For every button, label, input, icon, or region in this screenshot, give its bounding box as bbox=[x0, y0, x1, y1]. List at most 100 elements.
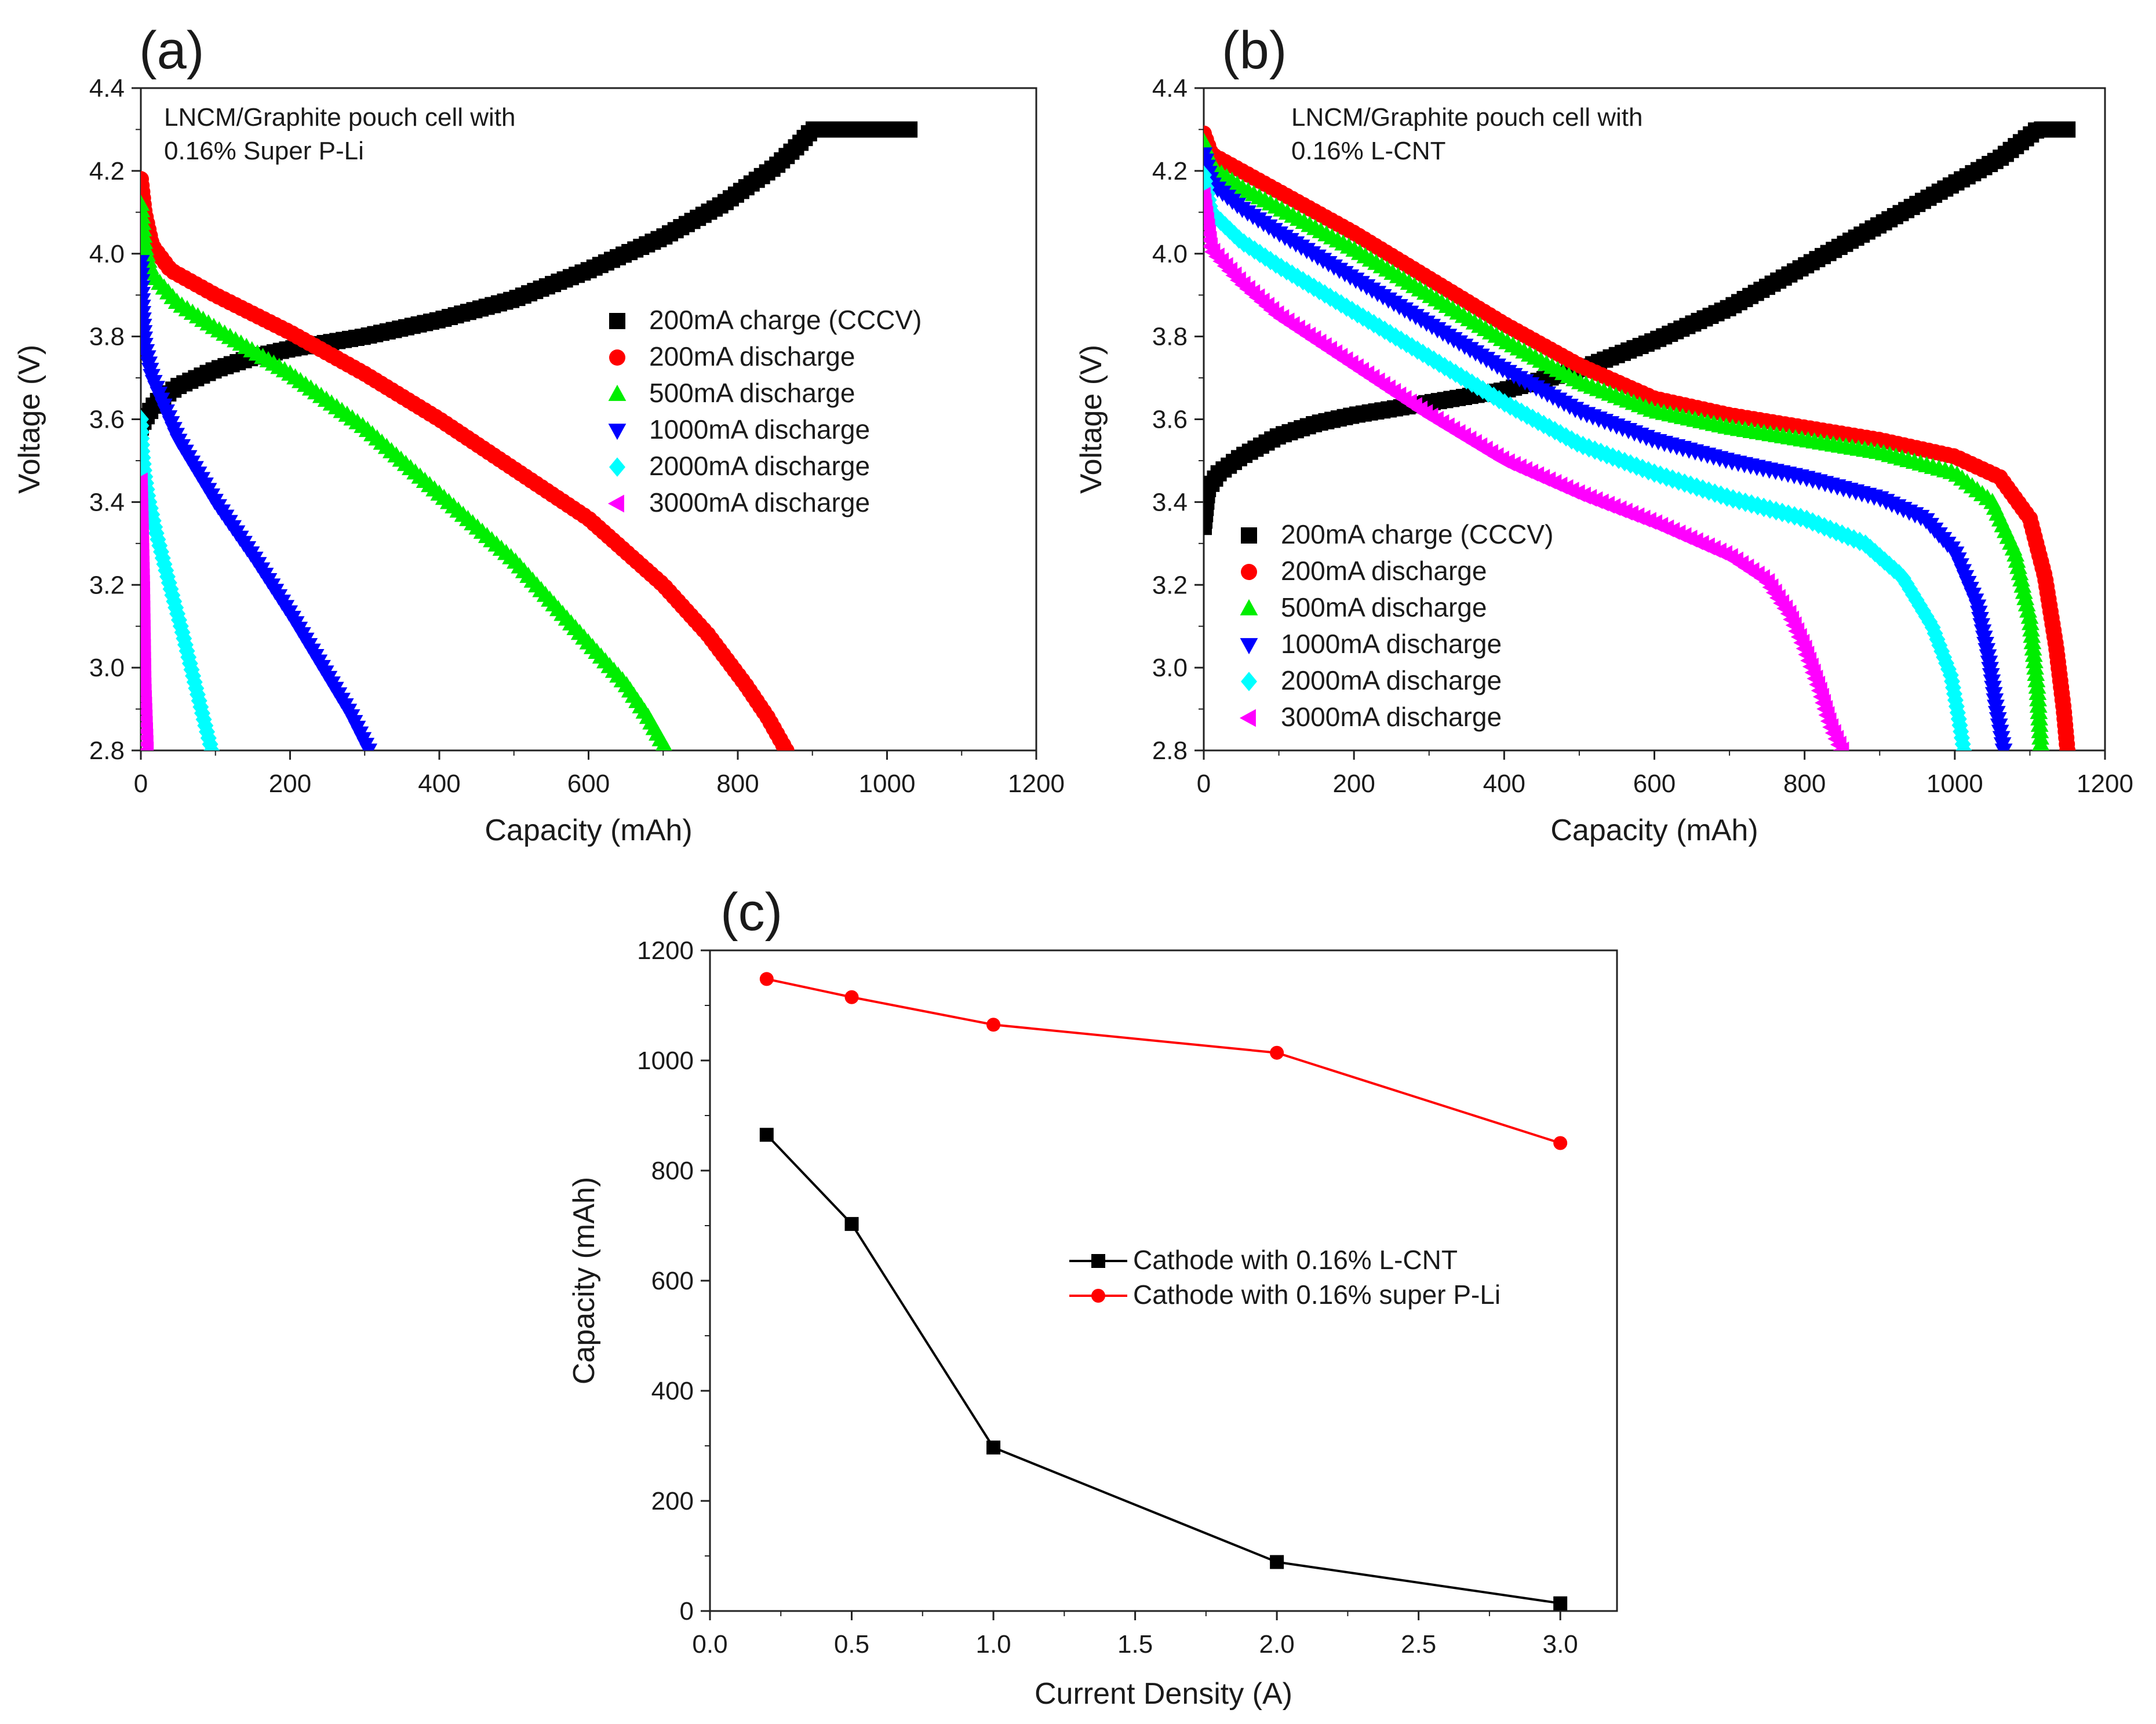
y-tick-label: 400 bbox=[651, 1377, 694, 1405]
x-tick-label: 1200 bbox=[1008, 770, 1065, 798]
legend-label: 200mA discharge bbox=[649, 341, 855, 371]
data-point bbox=[1289, 267, 1306, 287]
y-tick-label: 3.0 bbox=[1152, 654, 1188, 682]
data-point bbox=[1284, 264, 1301, 284]
legend-entry: 2000mA discharge bbox=[1241, 665, 1502, 695]
series-a-2 bbox=[141, 194, 672, 750]
series-b-4 bbox=[1204, 165, 1972, 750]
data-point bbox=[661, 741, 672, 750]
legend-label: 2000mA discharge bbox=[1281, 665, 1502, 695]
annotation-line: 0.16% Super P-Li bbox=[164, 137, 364, 165]
data-point bbox=[778, 742, 795, 750]
y-tick-label: 4.2 bbox=[89, 157, 125, 185]
data-point bbox=[1553, 1596, 1568, 1610]
y-tick-label: 3.4 bbox=[89, 488, 125, 516]
y-tick-label: 4.0 bbox=[89, 240, 125, 268]
data-point bbox=[1376, 320, 1393, 340]
x-tick-label: 600 bbox=[567, 770, 610, 798]
data-point bbox=[1541, 418, 1558, 438]
legend-marker bbox=[607, 494, 624, 513]
legend-entry: Cathode with 0.16% L-CNT bbox=[1069, 1245, 1458, 1275]
y-axis-title-c: Capacity (mAh) bbox=[567, 1177, 601, 1384]
y-tick-label: 4.2 bbox=[1152, 157, 1188, 185]
series-c-0 bbox=[759, 1128, 1568, 1610]
data-point bbox=[1295, 271, 1312, 291]
legend-entry: Cathode with 0.16% super P-Li bbox=[1069, 1280, 1501, 1310]
legend-marker bbox=[1241, 672, 1257, 691]
x-tick-label: 200 bbox=[1332, 770, 1375, 798]
y-tick-label: 3.6 bbox=[1152, 406, 1188, 434]
data-point bbox=[1955, 741, 1972, 750]
series-a-4 bbox=[141, 409, 220, 750]
legend-entry: 3000mA discharge bbox=[1239, 702, 1502, 732]
x-tick-label: 0 bbox=[134, 770, 148, 798]
legend-entry: 200mA charge (CCCV) bbox=[609, 305, 922, 335]
data-point bbox=[986, 1440, 1001, 1455]
legend-label: Cathode with 0.16% L-CNT bbox=[1133, 1245, 1458, 1275]
data-point bbox=[203, 741, 220, 750]
series-b-5 bbox=[1204, 187, 1849, 750]
x-tick-label: 200 bbox=[269, 770, 311, 798]
data-point bbox=[1871, 547, 1888, 567]
data-point bbox=[901, 121, 918, 138]
data-point bbox=[759, 1128, 774, 1142]
x-axis-title-c: Current Density (A) bbox=[1035, 1677, 1292, 1711]
panel-label-c: (c) bbox=[720, 883, 782, 942]
series-a-1 bbox=[141, 171, 795, 750]
legend-label: 500mA discharge bbox=[649, 378, 855, 408]
y-tick-label: 3.6 bbox=[89, 406, 125, 434]
data-point bbox=[1491, 389, 1507, 410]
data-point bbox=[1420, 347, 1437, 367]
series-a-3 bbox=[141, 255, 378, 750]
x-tick-label: 2.5 bbox=[1401, 1630, 1436, 1659]
annotation-line: 0.16% L-CNT bbox=[1291, 137, 1446, 165]
series-a-0 bbox=[141, 121, 918, 436]
y-tick-label: 3.2 bbox=[1152, 571, 1188, 599]
x-tick-label: 0.5 bbox=[834, 1630, 869, 1659]
y-tick-label: 0 bbox=[680, 1597, 694, 1625]
legend-marker bbox=[1240, 599, 1258, 615]
y-tick-label: 2.8 bbox=[89, 737, 125, 765]
data-point bbox=[1241, 236, 1258, 257]
legend-label: 3000mA discharge bbox=[1281, 702, 1502, 732]
y-tick-label: 1000 bbox=[637, 1047, 694, 1075]
legend-entry: 2000mA discharge bbox=[609, 451, 870, 481]
data-point bbox=[1311, 280, 1328, 301]
x-tick-label: 0 bbox=[1197, 770, 1211, 798]
legend-label: 1000mA discharge bbox=[649, 414, 870, 444]
data-point bbox=[2059, 742, 2076, 750]
series-c-1 bbox=[759, 972, 1568, 1150]
legend-label: Cathode with 0.16% super P-Li bbox=[1133, 1280, 1501, 1310]
x-tick-label: 800 bbox=[1783, 770, 1826, 798]
y-tick-label: 800 bbox=[651, 1157, 694, 1185]
data-point bbox=[141, 741, 154, 750]
legend-marker bbox=[609, 349, 625, 366]
x-axis-title-a: Capacity (mAh) bbox=[485, 814, 692, 847]
data-point bbox=[1398, 333, 1415, 353]
x-tick-label: 2.0 bbox=[1259, 1630, 1295, 1659]
data-point bbox=[844, 990, 859, 1004]
data-point bbox=[1217, 216, 1233, 236]
series-b-2 bbox=[1204, 132, 2050, 750]
panel-label-a: (a) bbox=[139, 21, 204, 80]
data-point bbox=[359, 743, 378, 750]
legend-entry: 1000mA discharge bbox=[1240, 629, 1502, 659]
data-point bbox=[1270, 1555, 1284, 1569]
x-tick-label: 400 bbox=[418, 770, 460, 798]
annotation-line: LNCM/Graphite pouch cell with bbox=[164, 103, 515, 132]
legend-marker bbox=[1239, 709, 1256, 727]
y-tick-label: 2.8 bbox=[1152, 737, 1188, 765]
data-point bbox=[1553, 1136, 1568, 1150]
legend-entry: 200mA discharge bbox=[1241, 556, 1487, 586]
y-tick-label: 4.0 bbox=[1152, 240, 1188, 268]
legend-marker bbox=[609, 457, 625, 477]
legend-marker bbox=[1240, 638, 1258, 655]
y-axis-title-a: Voltage (V) bbox=[13, 345, 46, 494]
y-tick-label: 4.4 bbox=[1152, 74, 1188, 103]
x-tick-label: 1.5 bbox=[1117, 1630, 1153, 1659]
legend-entry: 3000mA discharge bbox=[607, 487, 870, 517]
series-a-5 bbox=[141, 472, 154, 750]
y-tick-label: 1200 bbox=[637, 936, 694, 965]
legend-marker bbox=[608, 424, 627, 440]
